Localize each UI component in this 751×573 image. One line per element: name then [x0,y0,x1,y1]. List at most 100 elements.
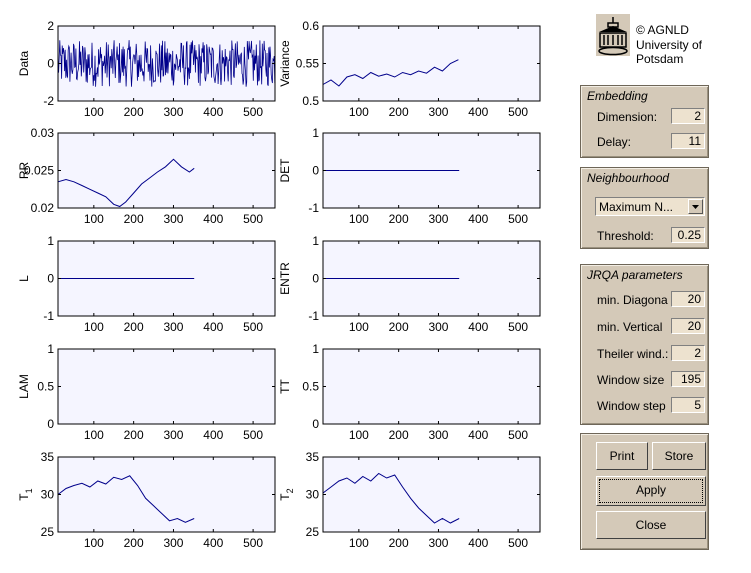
rr-chart: 100 200 300 400 500 0.02 0.025 0.03 RR [17,126,276,226]
lam-ylabel: LAM [17,374,31,399]
x-tick-label: 400 [468,428,488,442]
print-button[interactable]: Print [596,442,648,470]
entr-ylabel: ENTR [278,262,292,295]
x-tick-label: 500 [243,320,263,334]
lam-chart: 100 200 300 400 500 0 0.5 1 LAM [17,342,276,442]
x-tick-label: 200 [389,428,409,442]
x-tick-label: 200 [124,105,144,119]
embedding-title: Embedding [587,89,648,103]
x-tick-label: 300 [428,428,448,442]
x-tick-label: 100 [84,320,104,334]
t1-series-line [57,475,195,523]
l-chart: 100 200 300 400 500 -1 0 1 L [17,234,276,334]
variance-chart: 100 200 300 400 500 0.5 0.55 0.6 Variance [278,19,541,119]
x-tick-label: 100 [84,105,104,119]
x-tick-label: 500 [243,428,263,442]
x-tick-label: 200 [389,212,409,226]
x-tick-label: 200 [389,105,409,119]
x-tick-label: 200 [124,212,144,226]
y-tick-label: 0 [47,272,54,286]
apply-button[interactable]: Apply [596,476,706,506]
delay-field[interactable]: 11 [671,133,705,149]
x-tick-label: 100 [84,428,104,442]
x-tick-label: 300 [428,536,448,550]
x-tick-label: 100 [84,536,104,550]
det-chart: 100 200 300 400 500 -1 0 1 DET [278,126,541,226]
variance-series-line [322,59,459,87]
close-button[interactable]: Close [596,511,706,539]
theiler-window-field[interactable]: 2 [671,345,705,361]
rr-plot-area [58,133,275,208]
y-tick-label: -2 [43,94,54,108]
y-tick-label: 1 [312,126,319,140]
x-tick-label: 100 [349,536,369,550]
min-vertical-field[interactable]: 20 [671,318,705,334]
window-step-field[interactable]: 5 [671,397,705,413]
chevron-down-icon[interactable] [688,199,703,214]
x-tick-label: 200 [124,320,144,334]
x-tick-label: 400 [468,212,488,226]
tt-ylabel: TT [278,379,292,394]
y-tick-label: 35 [41,450,55,464]
lam-plot-area [58,349,275,424]
x-tick-label: 200 [124,536,144,550]
actions-panel: Print Store Apply Close [580,433,709,550]
t1-ylabel: T1 [17,488,34,500]
x-tick-label: 300 [428,212,448,226]
x-tick-label: 500 [243,212,263,226]
x-tick-label: 500 [508,320,528,334]
theiler-window-label: Theiler wind.: [597,347,669,361]
y-tick-label: 1 [312,234,319,248]
dimension-label: Dimension: [597,110,658,124]
data-chart: 100 200 300 400 500 -2 0 2 Data [17,19,276,119]
x-tick-label: 100 [349,428,369,442]
x-tick-label: 100 [349,212,369,226]
window-step-label: Window step [597,399,666,413]
variance-ylabel: Variance [278,40,292,87]
tt-chart: 100 200 300 400 500 0 0.5 1 TT [278,342,541,442]
y-tick-label: 0 [47,417,54,431]
dimension-field[interactable]: 2 [671,108,705,124]
y-tick-label: 0 [312,272,319,286]
y-tick-label: 1 [47,342,54,356]
x-tick-label: 400 [203,536,223,550]
t2-ylabel: T2 [278,488,295,500]
university-building-icon [596,14,630,56]
store-button[interactable]: Store [652,442,706,470]
y-tick-label: 0.5 [302,380,319,394]
window-size-field[interactable]: 195 [671,371,705,387]
y-tick-label: 0 [47,57,54,71]
logo-line-3: Potsdam [636,52,684,66]
variance-plot-area [323,26,540,101]
logo-text: © AGNLD University of Potsdam [636,23,702,67]
y-tick-label: 0.55 [296,57,320,71]
y-tick-label: 0.02 [31,201,55,215]
x-tick-label: 300 [163,105,183,119]
y-tick-label: 0.025 [24,164,54,178]
x-tick-label: 500 [508,536,528,550]
x-tick-label: 300 [163,320,183,334]
y-tick-label: -1 [308,201,319,215]
x-tick-label: 400 [468,105,488,119]
t2-ylabel-subscript: 2 [285,488,295,493]
x-tick-label: 400 [468,536,488,550]
y-tick-label: 0 [312,164,319,178]
window-size-label: Window size [597,373,665,387]
threshold-field[interactable]: 0.25 [671,227,705,243]
data-series-line [57,40,276,87]
x-tick-label: 500 [508,105,528,119]
neighbourhood-method-select[interactable]: Maximum N... [595,197,705,216]
jrqa-panel: JRQA parameters min. Diagona 20 min. Ver… [580,264,709,425]
min-diagonal-field[interactable]: 20 [671,291,705,307]
x-tick-label: 100 [349,320,369,334]
x-tick-label: 300 [163,212,183,226]
x-tick-label: 300 [428,320,448,334]
x-tick-label: 500 [243,536,263,550]
x-tick-label: 300 [163,536,183,550]
y-tick-label: 35 [306,450,320,464]
y-tick-label: 1 [47,234,54,248]
logo-line-1: © AGNLD [636,23,689,37]
y-tick-label: 0.5 [37,380,54,394]
x-tick-label: 400 [203,428,223,442]
